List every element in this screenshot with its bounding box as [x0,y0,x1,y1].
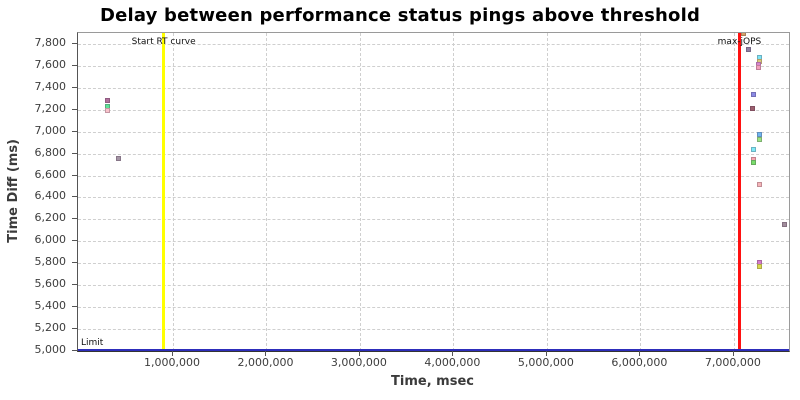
gridline-vertical [359,33,361,351]
threshold-vline [737,33,741,351]
y-tick-label: 5,400 [34,299,67,313]
data-point [740,33,746,36]
data-point [116,156,122,162]
x-tick-label: 3,000,000 [330,356,387,369]
x-tick-label: 2,000,000 [237,356,294,369]
data-point [756,264,762,270]
y-tick-mark [72,130,77,132]
x-tick-mark [732,351,734,356]
y-tick-mark [72,350,77,351]
x-tick-mark [358,351,360,356]
x-tick-label: 1,000,000 [143,356,200,369]
data-point [750,160,756,166]
y-tick-mark [72,196,77,198]
y-tick-label: 7,600 [34,57,67,71]
gridline-horizontal [78,131,789,133]
data-point [756,132,762,138]
x-tick-label: 5,000,000 [517,356,574,369]
gridline-vertical [172,33,174,351]
gridline-horizontal [78,219,789,221]
gridline-horizontal [78,65,789,67]
x-tick-mark [452,351,454,356]
gridline-horizontal [78,307,789,309]
y-tick-mark [72,108,77,110]
x-tick-mark [639,351,641,356]
gridline-horizontal [78,153,789,155]
x-tick-mark [545,351,547,356]
plot-area: Start RT curve max-jOPS Limit [77,32,790,352]
y-tick-mark [72,262,77,264]
y-tick-mark [72,64,77,66]
x-tick-label: 6,000,000 [611,356,668,369]
y-tick-mark [72,42,77,44]
data-point [105,98,111,104]
data-point [750,105,756,111]
gridline-horizontal [78,109,789,111]
y-tick-mark [72,174,77,176]
y-tick-label: 6,400 [34,189,67,203]
x-tick-label: 7,000,000 [704,356,761,369]
y-tick-mark [72,218,77,220]
gridline-horizontal [78,87,789,89]
y-tick-mark [72,86,77,88]
y-tick-mark [72,284,77,286]
y-tick-label: 6,200 [34,211,67,225]
data-point [105,107,111,113]
gridline-horizontal [78,285,789,287]
limit-line [78,349,789,351]
data-point [756,259,762,265]
y-tick-label: 7,200 [34,101,67,115]
data-point [781,222,787,228]
gridline-vertical [640,33,642,351]
gridline-horizontal [78,43,789,45]
data-point [756,182,762,188]
x-tick-label: 4,000,000 [424,356,481,369]
gridline-vertical [453,33,455,351]
gridline-horizontal [78,241,789,243]
data-point [755,65,761,71]
y-tick-mark [72,328,77,330]
chart-title: Delay between performance status pings a… [99,5,701,26]
limit-label: Limit [81,338,104,348]
y-tick-mark [72,240,77,242]
data-point [750,147,756,153]
y-tick-label: 6,800 [34,145,67,159]
y-tick-label: 5,200 [34,321,67,335]
gridline-horizontal [78,197,789,199]
gridline-vertical [546,33,548,351]
threshold-vline-label: Start RT curve [131,37,196,47]
data-point [756,137,762,143]
x-tick-mark [265,351,267,356]
x-tick-mark [171,351,173,356]
y-tick-mark [72,152,77,154]
gridline-vertical [266,33,268,351]
y-tick-label: 6,600 [34,167,67,181]
y-tick-mark [72,306,77,308]
threshold-vline [162,33,166,351]
threshold-vline-label: max-jOPS [717,37,762,47]
x-axis-title: Time, msec [391,374,474,389]
gridline-vertical [733,33,735,351]
y-tick-label: 6,000 [34,233,67,247]
y-tick-label: 5,800 [34,255,67,269]
gridline-horizontal [78,175,789,177]
data-point [750,91,756,97]
y-tick-label: 7,400 [34,79,67,93]
data-point [746,46,752,52]
y-tick-label: 5,000 [34,343,67,356]
gridline-horizontal [78,329,789,331]
y-tick-label: 7,000 [34,123,67,137]
y-tick-label: 5,600 [34,277,67,291]
gridline-horizontal [78,263,789,265]
y-tick-label: 7,800 [34,35,67,49]
